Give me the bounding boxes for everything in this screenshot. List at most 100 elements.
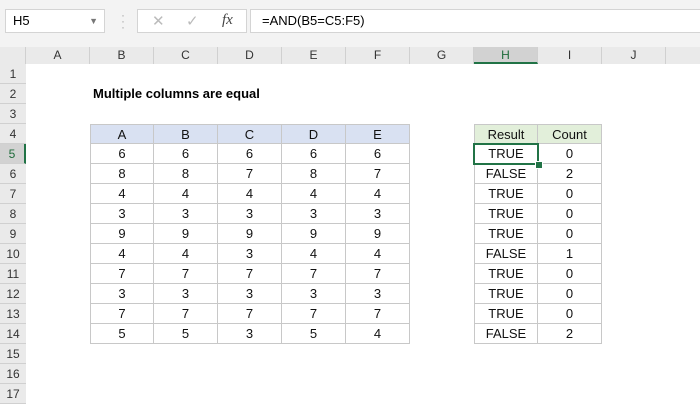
result-cell[interactable]: TRUE — [474, 264, 538, 284]
table-cell[interactable]: 6 — [90, 144, 154, 164]
table-cell[interactable]: 7 — [218, 304, 282, 324]
results-header-cell[interactable]: Count — [538, 124, 602, 144]
table-cell[interactable]: 3 — [346, 284, 410, 304]
table-cell[interactable]: 8 — [282, 164, 346, 184]
row-header-8[interactable]: 8 — [0, 204, 26, 224]
table-cell[interactable]: 3 — [154, 284, 218, 304]
column-header-d[interactable]: D — [218, 47, 282, 64]
count-cell[interactable]: 2 — [538, 164, 602, 184]
table-cell[interactable]: 4 — [282, 184, 346, 204]
table-cell[interactable]: 3 — [282, 284, 346, 304]
fill-handle[interactable] — [535, 161, 543, 169]
row-header-7[interactable]: 7 — [0, 184, 26, 204]
result-cell[interactable]: TRUE — [474, 284, 538, 304]
table-cell[interactable]: 5 — [282, 324, 346, 344]
table-cell[interactable]: 3 — [218, 284, 282, 304]
table-cell[interactable]: 3 — [90, 204, 154, 224]
column-header-c[interactable]: C — [154, 47, 218, 64]
row-header-4[interactable]: 4 — [0, 124, 26, 144]
table-cell[interactable]: 4 — [154, 184, 218, 204]
count-cell[interactable]: 0 — [538, 144, 602, 164]
function-icon[interactable]: fx — [222, 12, 233, 28]
table-cell[interactable]: 5 — [90, 324, 154, 344]
column-header-partial[interactable] — [666, 47, 700, 64]
name-box[interactable]: H5 ▼ — [5, 9, 105, 33]
column-header-h[interactable]: H — [474, 47, 538, 64]
table-cell[interactable]: 7 — [154, 304, 218, 324]
table-cell[interactable]: 4 — [282, 244, 346, 264]
count-cell[interactable]: 0 — [538, 304, 602, 324]
results-header-cell[interactable]: Result — [474, 124, 538, 144]
row-header-12[interactable]: 12 — [0, 284, 26, 304]
table-header-cell[interactable]: D — [282, 124, 346, 144]
table-header-cell[interactable]: E — [346, 124, 410, 144]
formula-input[interactable]: =AND(B5=C5:F5) — [250, 9, 700, 33]
row-header-2[interactable]: 2 — [0, 84, 26, 104]
column-header-j[interactable]: J — [602, 47, 666, 64]
column-header-g[interactable]: G — [410, 47, 474, 64]
count-cell[interactable]: 1 — [538, 244, 602, 264]
select-all-button[interactable] — [0, 47, 26, 64]
cancel-icon[interactable]: ✕ — [152, 13, 165, 30]
table-cell[interactable]: 6 — [154, 144, 218, 164]
row-header-16[interactable]: 16 — [0, 364, 26, 384]
row-header-3[interactable]: 3 — [0, 104, 26, 124]
table-cell[interactable]: 7 — [154, 264, 218, 284]
table-cell[interactable]: 7 — [346, 304, 410, 324]
table-cell[interactable]: 4 — [218, 184, 282, 204]
result-cell[interactable]: TRUE — [474, 184, 538, 204]
enter-icon[interactable]: ✓ — [186, 13, 199, 30]
table-cell[interactable]: 7 — [346, 164, 410, 184]
table-cell[interactable]: 9 — [218, 224, 282, 244]
count-cell[interactable]: 0 — [538, 224, 602, 244]
row-header-1[interactable]: 1 — [0, 64, 26, 84]
result-cell[interactable]: TRUE — [474, 304, 538, 324]
table-cell[interactable]: 4 — [346, 324, 410, 344]
count-cell[interactable]: 2 — [538, 324, 602, 344]
table-cell[interactable]: 9 — [154, 224, 218, 244]
chevron-down-icon[interactable]: ▼ — [89, 16, 98, 26]
table-cell[interactable]: 7 — [282, 304, 346, 324]
table-cell[interactable]: 7 — [90, 264, 154, 284]
row-header-10[interactable]: 10 — [0, 244, 26, 264]
row-header-17[interactable]: 17 — [0, 384, 26, 404]
table-cell[interactable]: 3 — [282, 204, 346, 224]
result-cell[interactable]: FALSE — [474, 324, 538, 344]
table-cell[interactable]: 6 — [282, 144, 346, 164]
result-cell[interactable]: TRUE — [474, 204, 538, 224]
row-header-15[interactable]: 15 — [0, 344, 26, 364]
table-cell[interactable]: 3 — [218, 244, 282, 264]
count-cell[interactable]: 0 — [538, 264, 602, 284]
table-cell[interactable]: 3 — [154, 204, 218, 224]
table-cell[interactable]: 4 — [154, 244, 218, 264]
table-cell[interactable]: 8 — [154, 164, 218, 184]
table-cell[interactable]: 9 — [346, 224, 410, 244]
count-cell[interactable]: 0 — [538, 204, 602, 224]
table-cell[interactable]: 3 — [218, 324, 282, 344]
row-header-5[interactable]: 5 — [0, 144, 26, 164]
table-cell[interactable]: 5 — [154, 324, 218, 344]
table-cell[interactable]: 4 — [90, 184, 154, 204]
result-cell[interactable]: TRUE — [474, 224, 538, 244]
table-cell[interactable]: 3 — [346, 204, 410, 224]
row-header-6[interactable]: 6 — [0, 164, 26, 184]
table-cell[interactable]: 9 — [282, 224, 346, 244]
table-cell[interactable]: 4 — [346, 184, 410, 204]
table-cell[interactable]: 4 — [90, 244, 154, 264]
table-cell[interactable]: 7 — [282, 264, 346, 284]
row-header-9[interactable]: 9 — [0, 224, 26, 244]
table-cell[interactable]: 7 — [90, 304, 154, 324]
column-header-a[interactable]: A — [26, 47, 90, 64]
count-cell[interactable]: 0 — [538, 284, 602, 304]
count-cell[interactable]: 0 — [538, 184, 602, 204]
table-header-cell[interactable]: C — [218, 124, 282, 144]
column-header-b[interactable]: B — [90, 47, 154, 64]
row-header-14[interactable]: 14 — [0, 324, 26, 344]
table-header-cell[interactable]: B — [154, 124, 218, 144]
row-header-13[interactable]: 13 — [0, 304, 26, 324]
table-cell[interactable]: 7 — [346, 264, 410, 284]
table-cell[interactable]: 6 — [218, 144, 282, 164]
table-cell[interactable]: 8 — [90, 164, 154, 184]
result-cell[interactable]: FALSE — [474, 164, 538, 184]
table-cell[interactable]: 7 — [218, 164, 282, 184]
